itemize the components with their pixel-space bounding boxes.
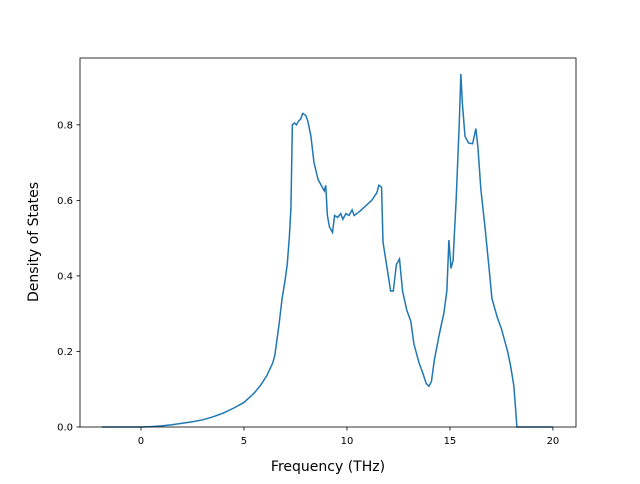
- y-tick-label: 0.6: [57, 196, 73, 207]
- x-tick-label: 20: [547, 436, 560, 447]
- x-tick-label: 5: [241, 436, 247, 447]
- y-axis-label: Density of States: [26, 182, 42, 302]
- y-tick-label: 0.2: [57, 347, 73, 358]
- y-tick-label: 0.8: [57, 120, 73, 131]
- x-axis-label: Frequency (THz): [271, 459, 385, 475]
- plot-frame: [79, 57, 577, 428]
- y-tick-label: 0.0: [57, 423, 73, 434]
- data-line: [101, 73, 553, 428]
- x-tick-label: 0: [138, 436, 144, 447]
- y-tick-label: 0.4: [57, 271, 73, 282]
- x-tick-label: 15: [444, 436, 457, 447]
- x-tick-label: 10: [341, 436, 354, 447]
